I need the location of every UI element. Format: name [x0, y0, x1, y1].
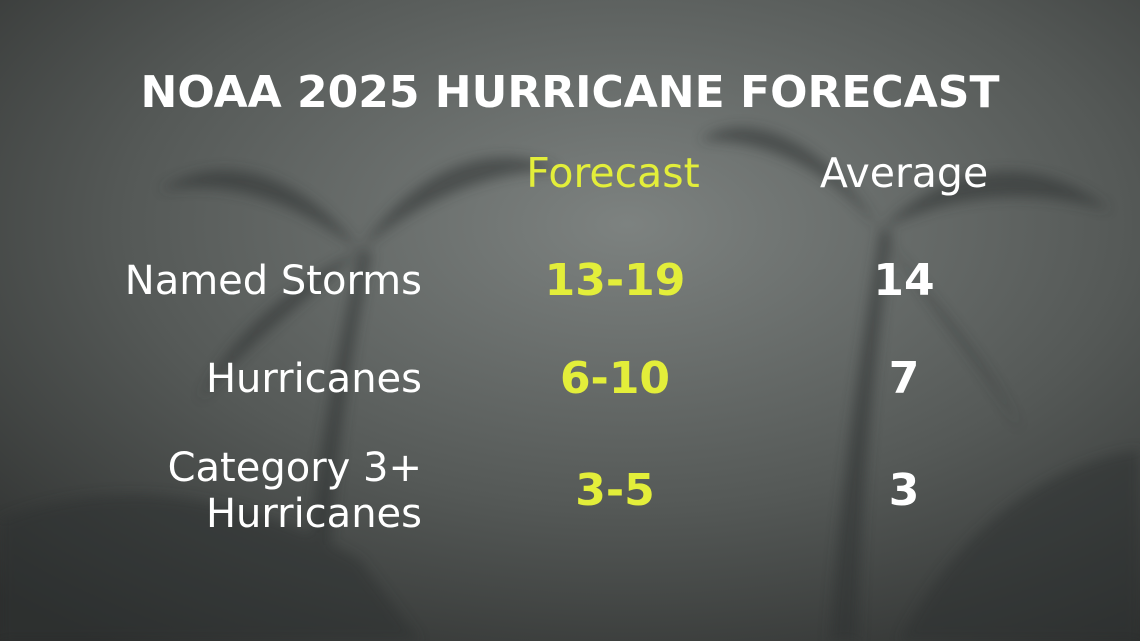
title: NOAA 2025 HURRICANE FORECAST [141, 67, 1000, 118]
row-label: Category 3+ [168, 445, 422, 491]
forecast-value: 6-10 [560, 353, 670, 404]
row-label: Hurricanes [206, 491, 422, 537]
forecast-value: 3-5 [575, 465, 655, 516]
column-header: Average [820, 149, 988, 197]
column-header: Forecast [526, 149, 700, 197]
average-value: 3 [889, 465, 920, 516]
forecast-value: 13-19 [545, 255, 686, 306]
row-label: Named Storms [125, 258, 422, 304]
average-value: 7 [889, 353, 920, 404]
row-label: Hurricanes [206, 356, 422, 402]
table-rows: Named Storms 13-19 14 Hurricanes 6-10 7 Catego… [125, 255, 935, 537]
average-value: 14 [873, 255, 934, 306]
palm-silhouettes [0, 127, 1140, 641]
